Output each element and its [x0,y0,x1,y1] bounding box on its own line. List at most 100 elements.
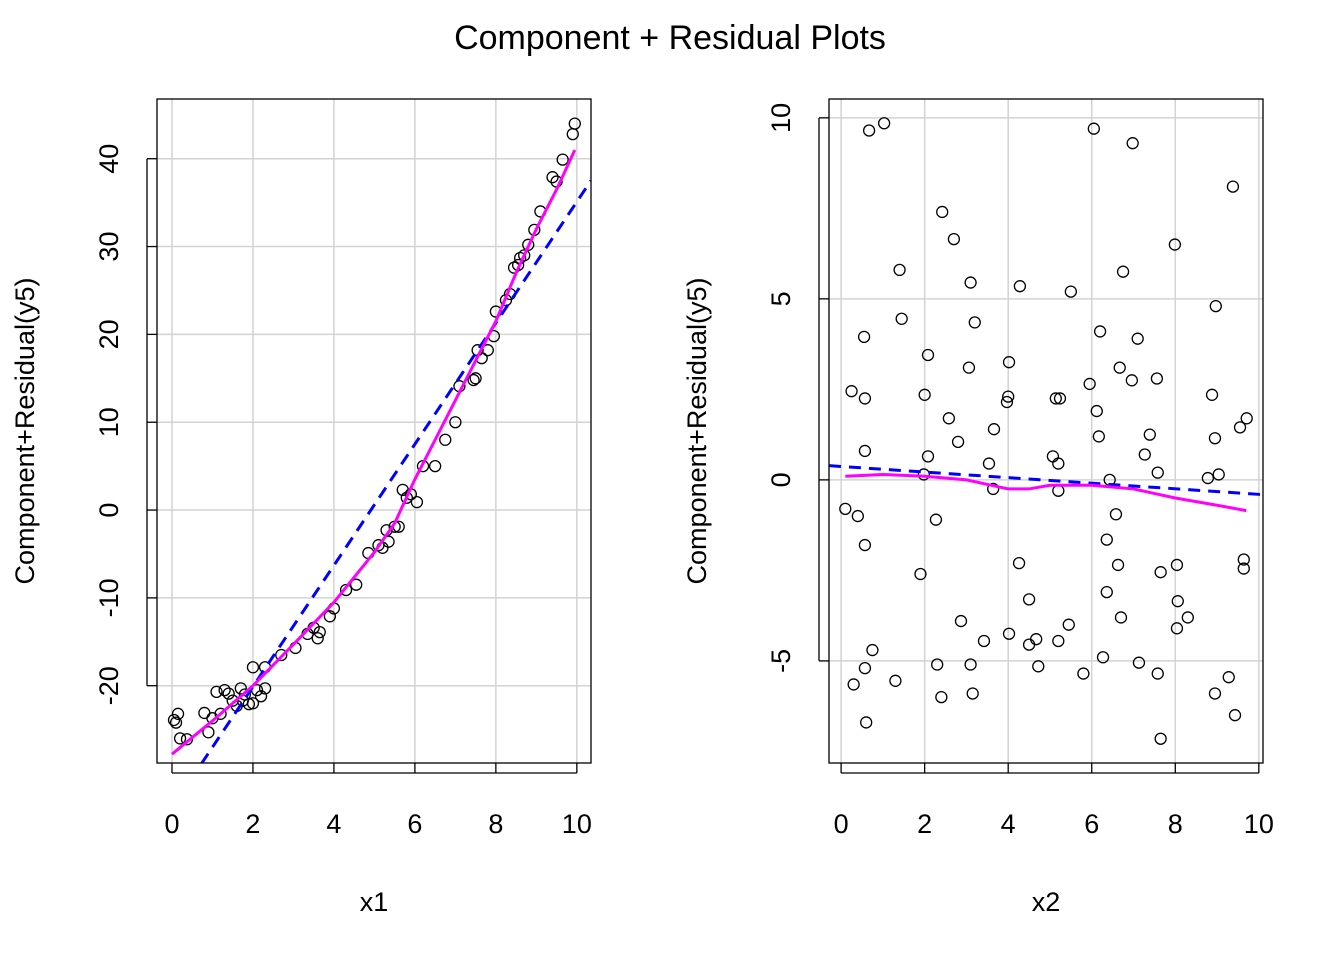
data-point [210,685,223,699]
data-point [1222,671,1235,684]
y-tick-label: 0 [94,503,124,518]
data-point [1064,285,1078,298]
data-point [966,687,979,700]
y-tick-label: -10 [94,578,124,617]
data-point [987,423,1001,436]
smooth-line [845,472,1247,513]
data-point [964,276,977,289]
data-point [522,238,535,251]
data-point [1228,709,1242,722]
data-point [858,538,872,552]
data-point [180,733,194,746]
data-point [1116,265,1130,278]
data-point [556,153,569,166]
data-point [1012,556,1026,570]
y-tick-label: -5 [766,649,796,673]
x-tick-label: 4 [1001,809,1016,839]
data-point [918,388,931,401]
x-tick-label: 0 [834,809,849,839]
data-point [1022,593,1036,606]
y-axis-label: Component+Residual(y5) [10,278,40,585]
x-tick-label: 6 [407,809,422,839]
data-point [339,583,353,597]
x-tick-label: 10 [562,809,592,839]
data-point [568,117,581,130]
data-point [917,468,930,481]
data-point [1111,558,1125,572]
data-point [1237,553,1250,566]
data-point [469,372,482,385]
data-point [857,330,871,344]
data-point [1100,533,1113,546]
x-tick-label: 0 [164,809,179,839]
data-point [1208,432,1222,445]
y-tick-label: 10 [766,103,796,133]
data-point [1151,667,1164,680]
smooth-line [171,149,577,756]
x-tick-label: 8 [488,809,503,839]
data-point [982,457,996,470]
data-point [839,502,852,515]
panel-x1: x1 Component+Residual(y5) 0 2 4 6 8 10 -20 -10 0… [10,98,592,917]
data-point [258,682,272,695]
data-point [1077,667,1090,680]
data-point [323,610,337,623]
data-point [1002,390,1015,403]
data-point [410,495,424,509]
data-point [246,697,260,710]
data-point [1030,633,1043,646]
data-point [1171,595,1184,608]
data-point [1114,611,1128,624]
data-point [1125,374,1138,387]
data-point [467,373,480,387]
data-point [1209,299,1222,313]
data-point [1170,558,1184,572]
data-point [1181,611,1194,624]
data-point [167,713,181,727]
data-point [847,678,860,691]
data-point [921,348,935,362]
data-point [254,690,268,703]
data-point [858,392,872,405]
y-tick-label: 30 [94,232,124,262]
data-point [893,263,906,277]
y-tick-label: 5 [766,291,796,306]
data-point [851,509,864,523]
data-point [1032,660,1045,673]
data-point [1201,471,1215,485]
data-point [936,205,949,219]
data-point [1208,687,1222,700]
data-point [1205,388,1219,401]
y-tick-label: 10 [94,407,124,437]
data-point [1062,618,1075,631]
x-axis-label: x1 [360,887,389,917]
data-point [222,687,235,700]
data-point [1126,137,1139,150]
x-tick-label: 6 [1084,809,1099,839]
data-point [449,416,462,429]
data-point [858,444,872,458]
plot-area [167,117,591,763]
data-point [877,117,891,130]
x-axis-label: x2 [1032,887,1061,917]
data-point [1087,122,1100,135]
data-point [1109,508,1123,521]
data-point [866,643,879,657]
data-point [1226,180,1240,193]
data-point [1240,412,1253,425]
data-point [1237,562,1250,575]
plot-area [829,117,1263,745]
data-point [1154,566,1167,579]
data-point [214,707,227,720]
data-point [1002,356,1016,369]
data-point [439,433,452,446]
regression-line [829,464,1263,497]
data-point [1092,430,1105,443]
data-point [171,707,185,720]
plot-frame [156,98,592,764]
data-point [964,658,977,671]
data-point [1212,468,1225,481]
data-point [1052,457,1065,470]
data-point [858,661,872,675]
